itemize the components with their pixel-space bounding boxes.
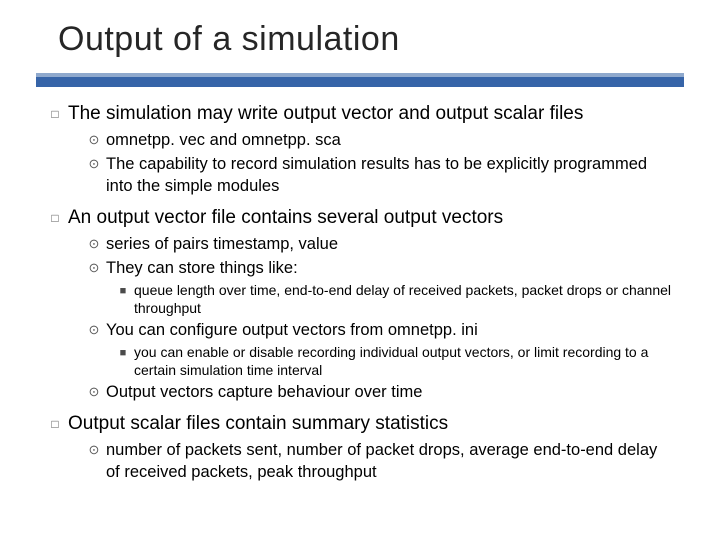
- list-item: ■ you can enable or disable recording in…: [112, 343, 674, 379]
- list-item-text: queue length over time, end-to-end delay…: [134, 281, 674, 317]
- bullet-target-icon: ⊙: [82, 233, 106, 255]
- list-item-text: The capability to record simulation resu…: [106, 153, 674, 197]
- bullet-target-icon: ⊙: [82, 129, 106, 151]
- bullet-target-icon: ⊙: [82, 319, 106, 341]
- bullet-target-icon: ⊙: [82, 439, 106, 461]
- slide-body: □ The simulation may write output vector…: [36, 101, 684, 483]
- bullet-target-icon: ⊙: [82, 153, 106, 175]
- list-item: ⊙ Output vectors capture behaviour over …: [82, 381, 674, 403]
- bullet-square-icon: □: [42, 101, 68, 127]
- list-item: ⊙ series of pairs timestamp, value: [82, 233, 674, 255]
- list-item: □ Output scalar files contain summary st…: [42, 411, 674, 437]
- bullet-filled-square-icon: ■: [112, 344, 134, 362]
- list-item: □ The simulation may write output vector…: [42, 101, 674, 127]
- slide-title: Output of a simulation: [58, 20, 684, 59]
- list-item: ■ queue length over time, end-to-end del…: [112, 281, 674, 317]
- bullet-target-icon: ⊙: [82, 257, 106, 279]
- bullet-square-icon: □: [42, 205, 68, 231]
- list-item: ⊙ omnetpp. vec and omnetpp. sca: [82, 129, 674, 151]
- list-item: □ An output vector file contains several…: [42, 205, 674, 231]
- list-item: ⊙ They can store things like:: [82, 257, 674, 279]
- list-item: ⊙ number of packets sent, number of pack…: [82, 439, 674, 483]
- list-item-text: number of packets sent, number of packet…: [106, 439, 674, 483]
- list-item-text: The simulation may write output vector a…: [68, 101, 674, 127]
- list-item-text: An output vector file contains several o…: [68, 205, 674, 231]
- bullet-filled-square-icon: ■: [112, 282, 134, 300]
- list-item-text: Output scalar files contain summary stat…: [68, 411, 674, 437]
- list-item-text: you can enable or disable recording indi…: [134, 343, 674, 379]
- list-item-text: They can store things like:: [106, 257, 674, 279]
- list-item-text: Output vectors capture behaviour over ti…: [106, 381, 674, 403]
- bullet-target-icon: ⊙: [82, 381, 106, 403]
- slide: { "title": "Output of a simulation", "co…: [0, 0, 720, 540]
- list-item-text: You can configure output vectors from om…: [106, 319, 674, 341]
- bullet-square-icon: □: [42, 411, 68, 437]
- title-rule: [36, 73, 684, 87]
- list-item: ⊙ You can configure output vectors from …: [82, 319, 674, 341]
- list-item-text: omnetpp. vec and omnetpp. sca: [106, 129, 674, 151]
- list-item-text: series of pairs timestamp, value: [106, 233, 674, 255]
- list-item: ⊙ The capability to record simulation re…: [82, 153, 674, 197]
